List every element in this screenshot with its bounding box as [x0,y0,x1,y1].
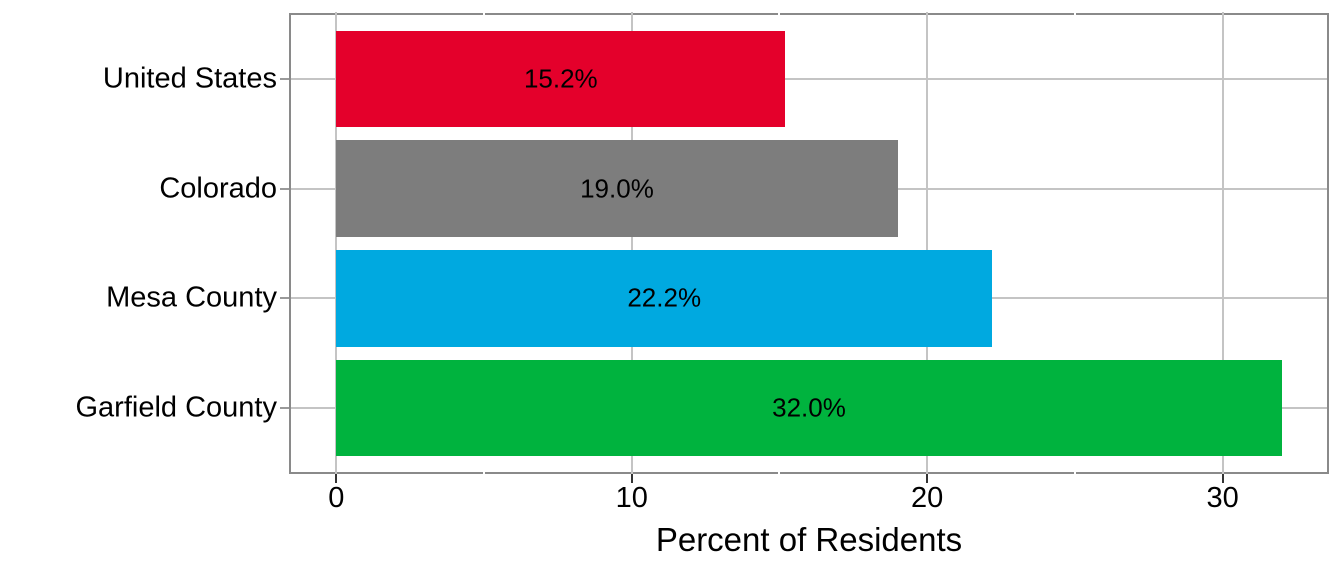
bar-value-label: 32.0% [772,392,846,423]
x-tick-label: 0 [328,482,345,514]
category-label-garfield-county: Garfield County [75,391,278,424]
bar-value-label: 22.2% [627,282,702,313]
gridline-major-x20 [926,12,929,475]
gridline-minor-x15 [778,12,781,475]
x-axis-tick [926,474,929,483]
gridline-minor-x5 [483,12,485,475]
x-axis-tick [1221,474,1224,483]
y-axis-tick [280,187,289,190]
gridline-major-x10 [630,12,633,475]
category-label-united-states: United States [102,62,277,95]
x-axis-tick [335,474,338,483]
plot-panel [289,13,1329,474]
x-axis-tick [630,474,633,483]
gridline-minor-x25 [1073,12,1076,475]
bar-mesa-county [336,250,993,347]
x-axis-title: Percent of Residents [655,521,963,558]
y-axis-tick [280,407,289,410]
x-tick-label: 30 [1206,482,1239,514]
x-tick-label: 20 [911,482,944,514]
category-label-mesa-county: Mesa County [106,281,277,314]
gridline-category-0 [291,77,1327,80]
bar-value-label: 19.0% [580,173,654,204]
bar-value-label: 15.2% [523,63,598,94]
gridline-major-x0 [335,12,338,475]
bar-garfield-county [336,359,1282,457]
gridline-major-x30 [1221,12,1224,475]
bar-united-states [336,30,786,128]
y-axis-tick [280,297,289,300]
y-axis-tick [280,77,289,80]
bar-colorado [336,140,898,237]
category-label-colorado: Colorado [159,172,277,205]
x-tick-label: 10 [615,482,648,514]
